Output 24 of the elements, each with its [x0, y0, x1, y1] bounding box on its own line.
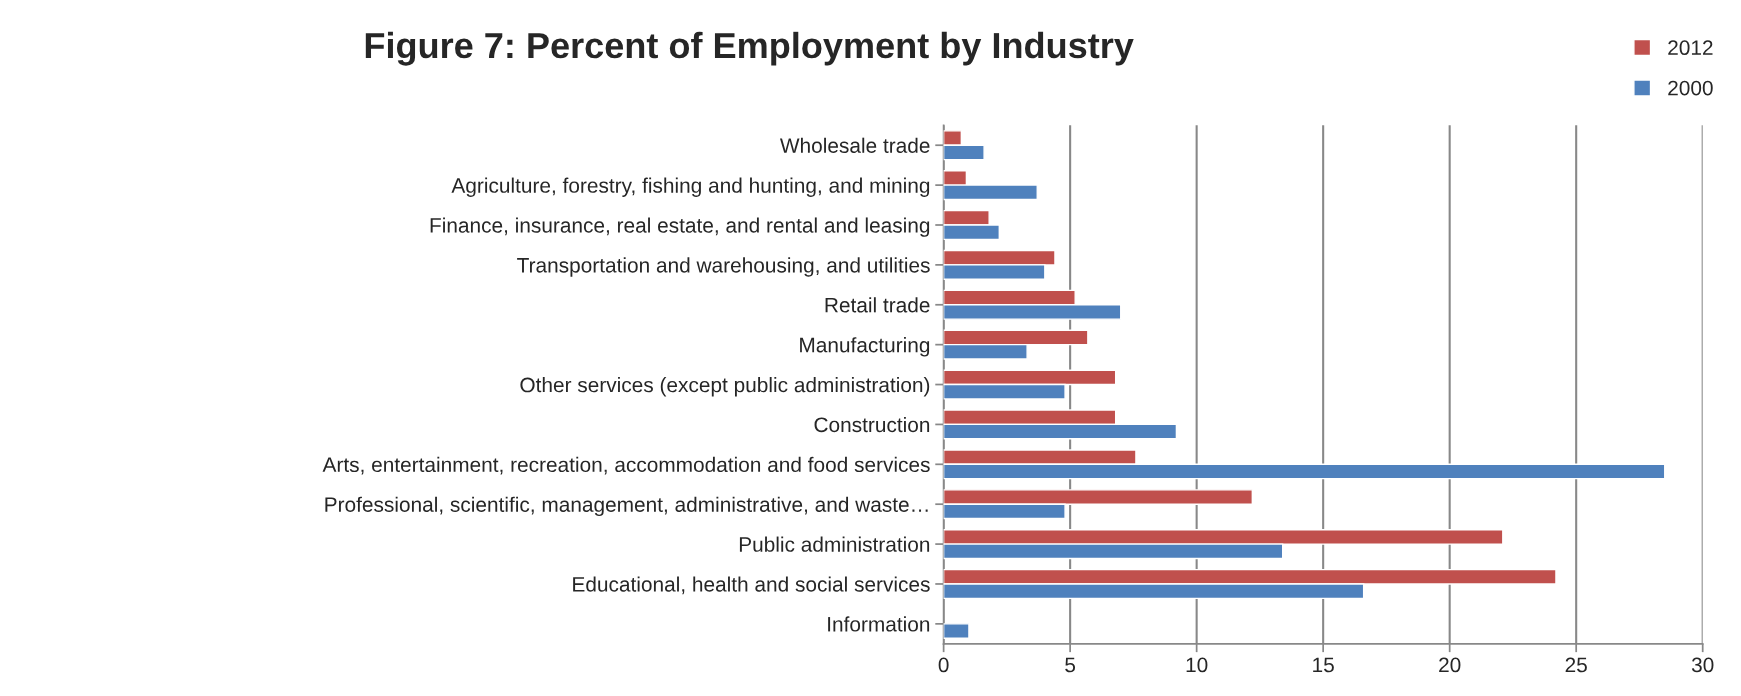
y-tick-label: Educational, health and social services	[573, 576, 930, 595]
y-tick-label: Manufacturing	[800, 337, 930, 357]
y-tick-label: Wholesale trade	[779, 137, 930, 153]
x-tick-label: 5	[1065, 657, 1076, 673]
y-tick-label: Professional, scientific, management, administrative, and waste…	[325, 496, 928, 517]
y-tick-label: Retail trade	[825, 297, 930, 313]
x-tick-label: 0	[938, 657, 949, 673]
legend-label: 2012	[1668, 40, 1713, 56]
x-tick-label: 20	[1439, 657, 1461, 673]
chart-title: Figure 7: Percent of Employment by Industry	[365, 31, 1134, 66]
y-tick-label: Finance, insurance, real estate, and rental and leasing	[430, 217, 930, 237]
y-tick-label: Agriculture, forestry, fishing and hunting, and mining	[451, 177, 930, 197]
y-tick-label: Information	[828, 616, 930, 632]
x-tick-label: 15	[1313, 657, 1334, 673]
y-tick-label: Construction	[814, 416, 930, 433]
x-tick-label: 30	[1691, 657, 1714, 673]
y-tick-label: Transportation and warehousing, and utilities	[517, 257, 930, 277]
y-tick-label: Other services (except public administration)	[520, 376, 930, 397]
legend-label: 2000	[1668, 80, 1713, 96]
x-tick-label: 10	[1186, 657, 1208, 673]
bar	[943, 623, 970, 639]
y-tick-label: Arts, entertainment, recreation, accommodation and food services	[322, 456, 930, 475]
y-tick-label: Public administration	[739, 536, 930, 552]
x-tick-label: 25	[1565, 657, 1587, 673]
